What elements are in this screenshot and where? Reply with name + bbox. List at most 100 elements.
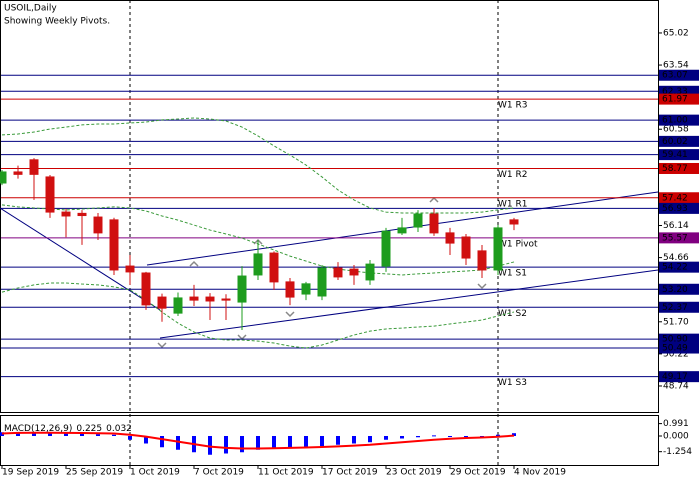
level-box <box>659 135 699 147</box>
level-label: 50.90 <box>662 335 688 345</box>
macd-bar <box>80 433 84 436</box>
candle-body <box>461 236 471 259</box>
level-box <box>659 192 699 204</box>
macd-bar <box>464 436 468 437</box>
candle-body <box>45 176 55 213</box>
macd-bar <box>448 436 452 437</box>
level-box <box>659 261 699 273</box>
candle-body <box>413 213 423 228</box>
macd-label: MACD(12,26,9) 0.225 0.032 <box>4 424 132 434</box>
level-box <box>659 371 699 383</box>
level-box <box>659 69 699 81</box>
candle-body <box>269 252 279 283</box>
level-label: 56.93 <box>662 204 688 214</box>
level-box <box>659 342 699 354</box>
macd-bar <box>512 433 516 436</box>
candle-body <box>317 267 327 297</box>
candle-body <box>221 298 231 301</box>
candle-body <box>477 250 487 271</box>
macd-label-part: 0.225 <box>76 424 102 434</box>
macd-bar <box>304 436 308 448</box>
macd-bar <box>208 436 212 455</box>
level-name: W1 S1 <box>498 269 527 279</box>
level-name: W1 R2 <box>498 170 527 180</box>
x-tick-label: 19 Sep 2019 <box>2 468 59 478</box>
candle-body <box>173 297 183 314</box>
candle-body <box>253 253 263 276</box>
level-label: 53.20 <box>662 285 688 295</box>
level-name: W1 S2 <box>498 309 527 319</box>
level-box <box>659 202 699 214</box>
main-panel <box>0 0 659 413</box>
candle-body <box>61 211 71 217</box>
candle-body <box>397 227 407 234</box>
y-tick-label: 56.14 <box>663 221 689 231</box>
level-label: 62.33 <box>662 87 688 97</box>
trend-line <box>159 269 659 339</box>
chart-title: USOIL,Daily <box>4 4 57 14</box>
macd-bar <box>96 434 100 436</box>
macd-bar <box>272 436 276 449</box>
candle-body <box>381 230 391 267</box>
macd-bar <box>368 436 372 443</box>
macd-bar <box>16 432 20 436</box>
level-box <box>659 333 699 345</box>
macd-bar <box>224 436 228 454</box>
candle-body <box>445 232 455 244</box>
y-tick-label: 51.70 <box>663 317 689 327</box>
macd-label-part: 0.032 <box>106 424 132 434</box>
level-box <box>659 232 699 244</box>
signal-line <box>1 431 515 450</box>
band-line <box>1 282 515 349</box>
level-box <box>659 162 699 174</box>
candle-body <box>125 265 135 273</box>
candle-body <box>157 296 167 309</box>
band-line <box>1 117 515 214</box>
macd-bar <box>400 436 404 439</box>
level-label: 54.22 <box>662 263 688 273</box>
macd-bar <box>160 436 164 448</box>
candle-body <box>29 159 39 175</box>
x-tick-label: 7 Oct 2019 <box>194 468 244 478</box>
level-label: 63.07 <box>662 71 688 81</box>
macd-bar <box>416 436 420 438</box>
candle-body <box>493 227 503 271</box>
macd-bar <box>48 432 52 436</box>
fractal-down <box>477 283 487 290</box>
candle-body <box>349 268 359 276</box>
level-box <box>659 149 699 161</box>
chart-subtitle: Showing Weekly Pivots. <box>4 17 110 27</box>
candle-body <box>109 219 119 271</box>
level-label: 50.49 <box>662 344 688 354</box>
level-label: 61.00 <box>662 116 688 126</box>
macd-bar <box>256 436 260 450</box>
macd-bar <box>112 434 116 436</box>
macd-panel <box>0 415 659 466</box>
y-tick-label: 0.000 <box>663 432 689 442</box>
macd-bar <box>496 434 500 436</box>
candle-body <box>205 296 215 302</box>
fractal-up <box>253 238 263 245</box>
fractal-down <box>285 311 295 318</box>
macd-bar <box>0 432 4 436</box>
candle-body <box>141 272 151 306</box>
x-tick-label: 17 Oct 2019 <box>322 468 378 478</box>
candle-body <box>509 219 519 225</box>
y-tick-label: 63.54 <box>663 61 689 71</box>
candle-body <box>13 171 23 175</box>
candle-body <box>77 212 87 217</box>
level-label: 61.97 <box>662 95 688 105</box>
level-label: 55.57 <box>662 233 688 243</box>
y-tick-label: 60.58 <box>663 125 689 135</box>
y-tick-label: 54.66 <box>663 253 689 263</box>
level-label: 57.42 <box>662 193 688 203</box>
candle-body <box>237 275 247 303</box>
level-box <box>659 85 699 97</box>
y-tick-label: 48.74 <box>663 381 689 391</box>
level-label: 59.41 <box>662 150 688 160</box>
candle-body <box>301 283 311 295</box>
level-name: W1 S3 <box>498 378 527 388</box>
y-tick-label: 0.991 <box>663 419 689 429</box>
level-box <box>659 114 699 126</box>
